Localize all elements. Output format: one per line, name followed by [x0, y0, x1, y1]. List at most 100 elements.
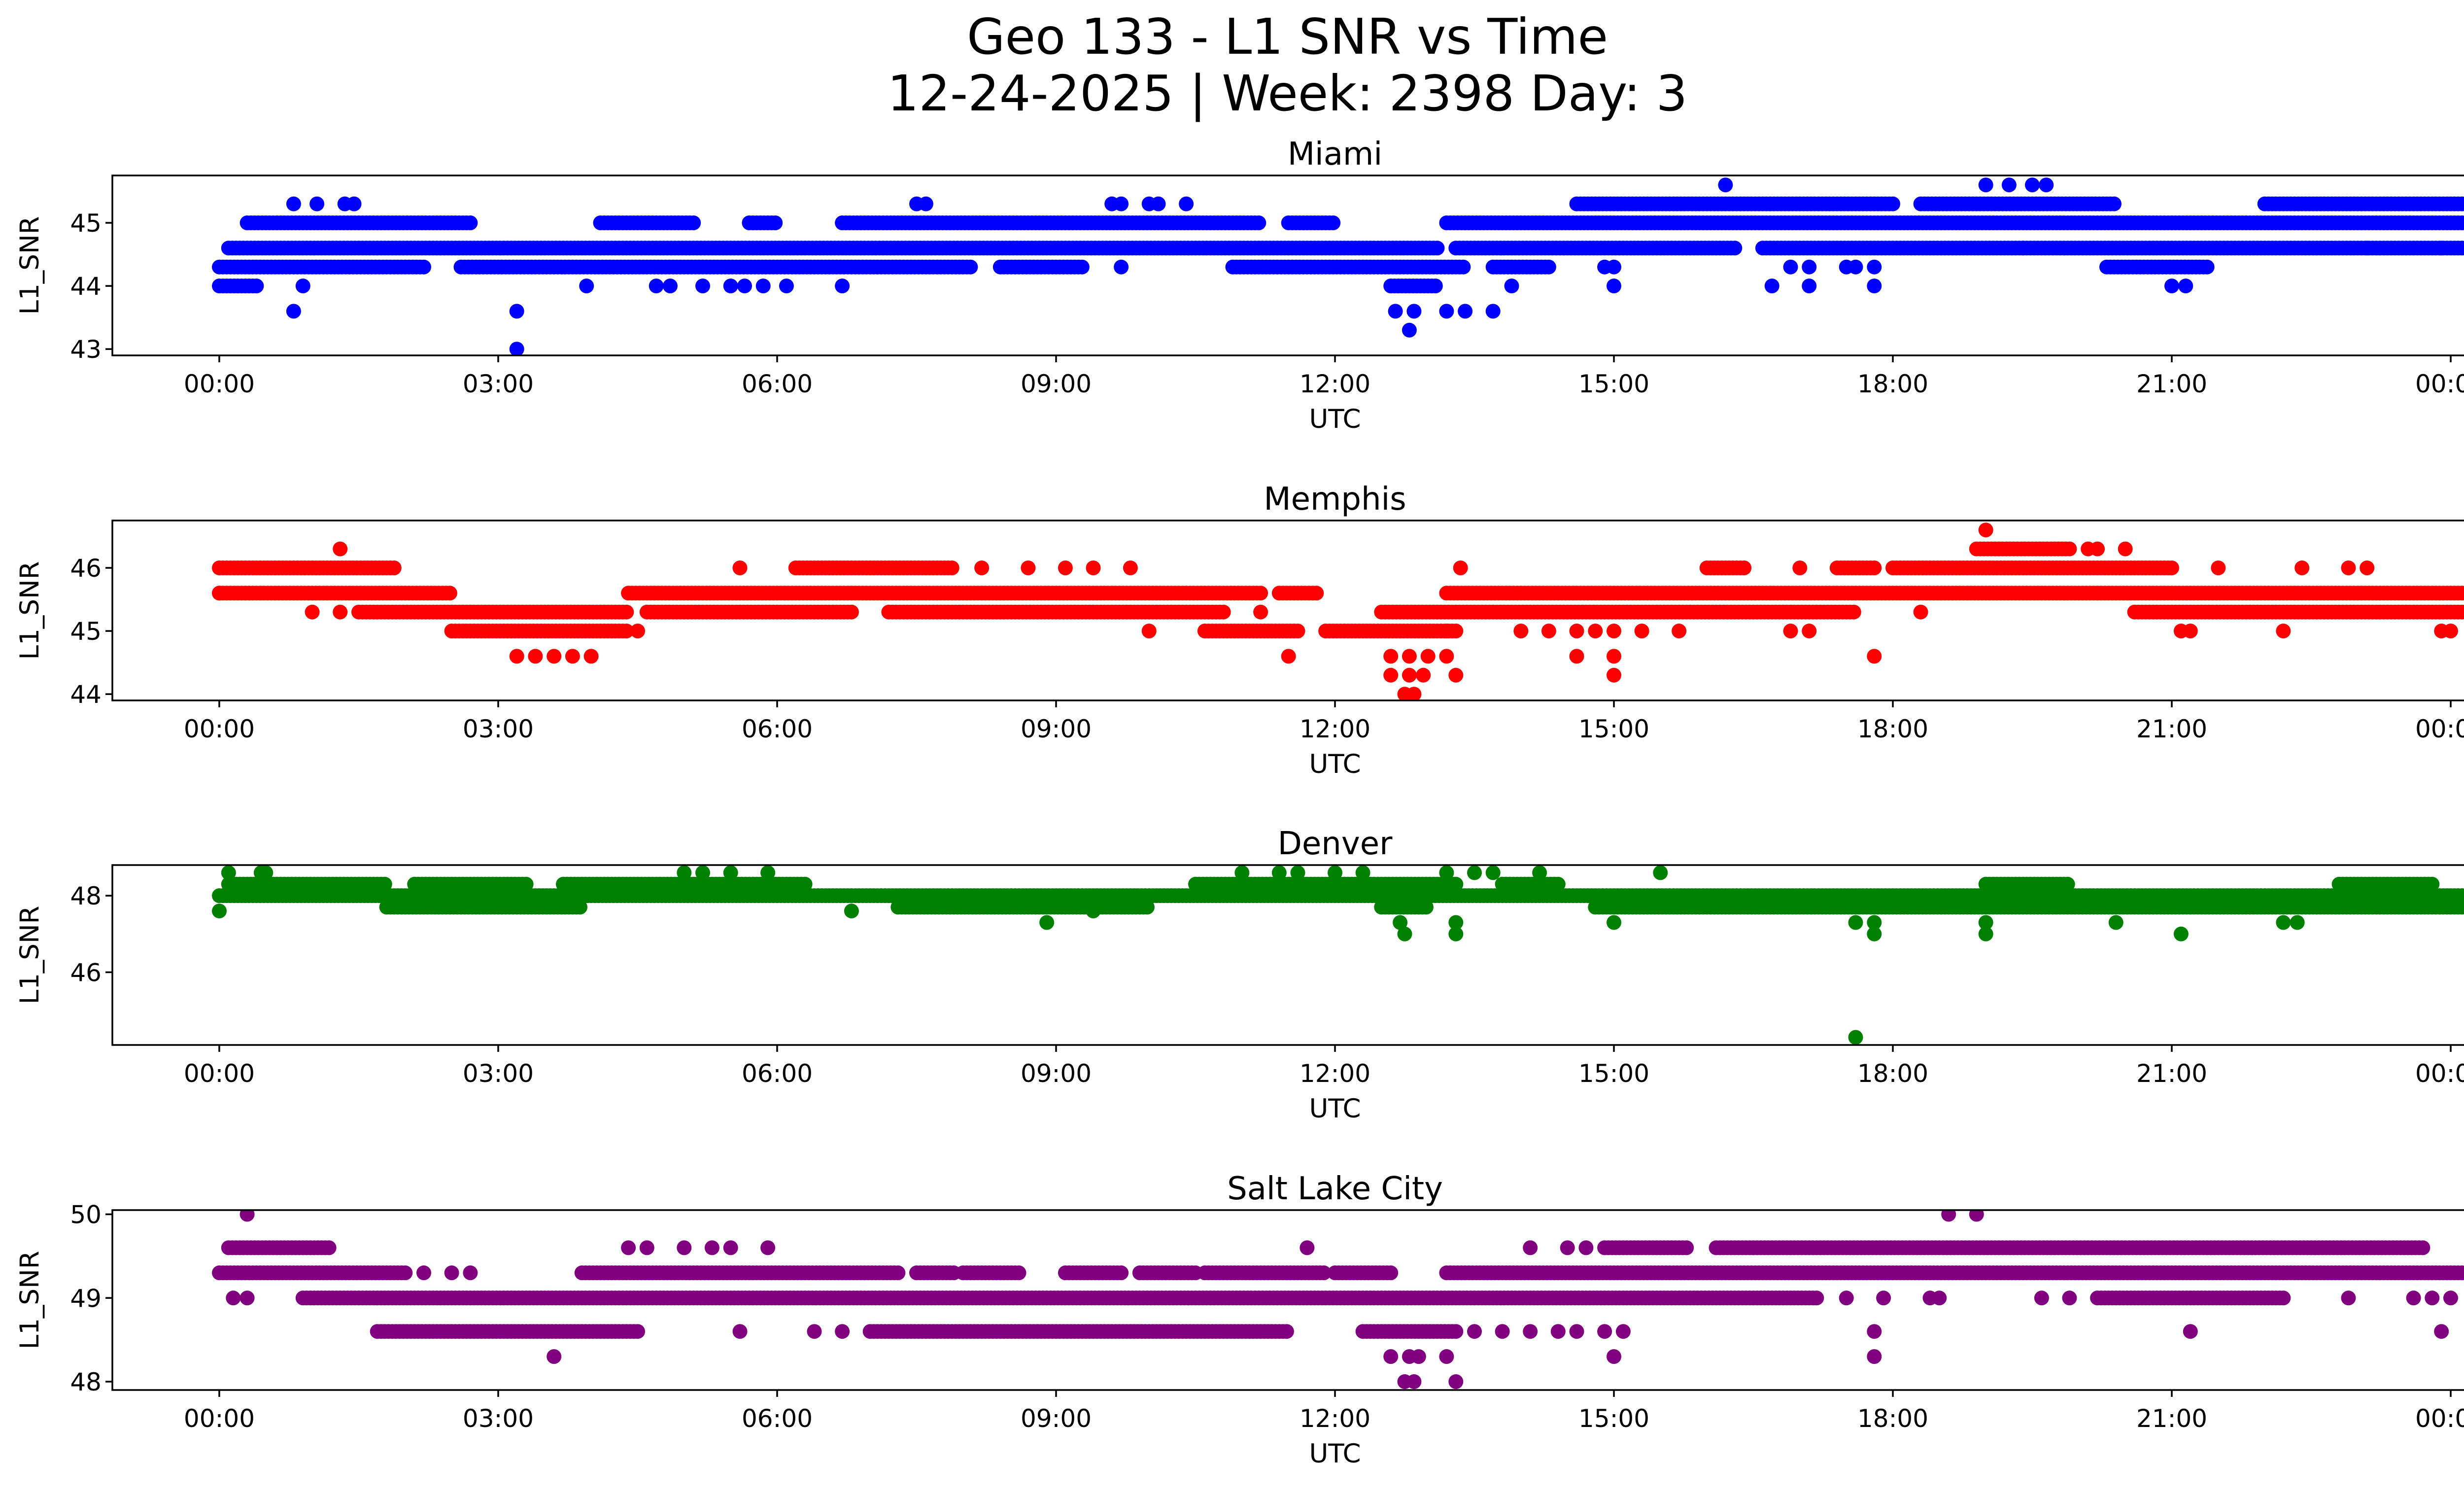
data-point: [2164, 278, 2179, 294]
data-point: [1485, 304, 1501, 319]
data-point: [1737, 560, 1752, 576]
data-point: [630, 624, 645, 639]
x-tick-label: 09:00: [1021, 715, 1092, 743]
data-point: [1383, 649, 1399, 664]
data-point: [1439, 865, 1454, 880]
data-point: [2107, 196, 2122, 211]
data-point: [1114, 259, 1129, 275]
data-point: [1448, 915, 1464, 930]
data-point: [2425, 876, 2440, 892]
data-point: [649, 278, 664, 294]
data-point: [663, 278, 678, 294]
data-point: [295, 278, 310, 294]
data-point: [1792, 560, 1808, 576]
data-point: [1420, 649, 1436, 664]
data-point: [1326, 215, 1341, 231]
data-point: [346, 196, 362, 211]
data-point: [1541, 624, 1556, 639]
data-point: [2183, 624, 2198, 639]
data-point: [1402, 322, 1417, 338]
data-point: [723, 865, 738, 880]
data-point: [2199, 259, 2215, 275]
data-point: [1418, 900, 1434, 915]
x-tick-label: 03:00: [463, 370, 534, 398]
x-tick-label: 21:00: [2136, 370, 2207, 398]
data-point: [1074, 259, 1090, 275]
figure-title: Geo 133 - L1 SNR vs Time: [967, 8, 1608, 66]
data-point: [463, 215, 478, 231]
data-point: [1550, 876, 1566, 892]
data-point: [2462, 199, 2464, 209]
data-point: [1607, 649, 1621, 664]
y-tick-label: 43: [70, 335, 102, 364]
data-point: [768, 215, 783, 231]
x-tick-label: 06:00: [742, 715, 813, 743]
data-point: [1607, 624, 1621, 639]
data-point: [1727, 241, 1743, 256]
data-point: [723, 278, 738, 294]
data-point: [1290, 624, 1305, 639]
data-point: [2290, 915, 2305, 930]
data-point: [1397, 926, 1412, 941]
data-point: [1141, 624, 1157, 639]
y-tick-label: 44: [70, 680, 102, 709]
x-tick-label: 18:00: [1857, 1059, 1928, 1088]
data-point: [2458, 215, 2464, 230]
data-point: [1867, 915, 1882, 930]
data-point: [416, 259, 431, 275]
data-point: [1406, 687, 1422, 700]
data-point: [333, 604, 348, 620]
data-point: [1607, 667, 1621, 683]
data-point: [547, 649, 562, 664]
data-point: [1114, 196, 1129, 211]
x-tick-label: 18:00: [1857, 370, 1928, 398]
data-point: [732, 560, 748, 576]
data-point: [2062, 541, 2077, 556]
x-tick-label: 15:00: [1578, 715, 1649, 743]
x-tick-label: 12:00: [1300, 370, 1370, 398]
data-point: [797, 876, 813, 892]
data-point: [2462, 588, 2464, 598]
y-tick-label: 45: [70, 617, 102, 646]
data-point: [2178, 278, 2193, 294]
data-point: [2458, 605, 2464, 620]
data-point: [1867, 278, 1882, 294]
x-tick-label: 00:00: [2415, 370, 2464, 398]
data-point: [1978, 926, 1993, 941]
data-point: [2434, 241, 2449, 256]
data-point: [1978, 522, 1993, 538]
data-point: [398, 1265, 413, 1281]
data-point: [2276, 624, 2291, 639]
data-point: [1569, 649, 1584, 664]
data-point: [2462, 243, 2464, 253]
data-point: [221, 865, 236, 880]
data-point: [1281, 649, 1296, 664]
data-point: [1253, 604, 1268, 620]
data-point: [1846, 604, 1861, 620]
data-point: [695, 278, 710, 294]
data-point: [974, 560, 990, 576]
data-point: [1867, 560, 1882, 576]
data-point: [1439, 304, 1454, 319]
data-point: [528, 649, 543, 664]
data-point: [1783, 624, 1798, 639]
data-point: [1151, 196, 1166, 211]
data-point: [509, 304, 524, 319]
data-point: [1607, 915, 1621, 930]
data-point: [695, 865, 710, 880]
data-point: [1679, 1240, 1694, 1255]
data-point: [573, 900, 587, 915]
data-point: [1532, 865, 1547, 880]
y-axis-label: L1_SNR: [15, 216, 45, 315]
data-point: [286, 304, 301, 319]
data-point: [2164, 560, 2179, 576]
data-point: [509, 342, 524, 355]
data-point: [518, 876, 534, 892]
x-tick-label: 00:00: [2415, 715, 2464, 743]
data-point: [2276, 915, 2291, 930]
data-point: [2462, 902, 2464, 912]
data-point: [1309, 586, 1324, 601]
